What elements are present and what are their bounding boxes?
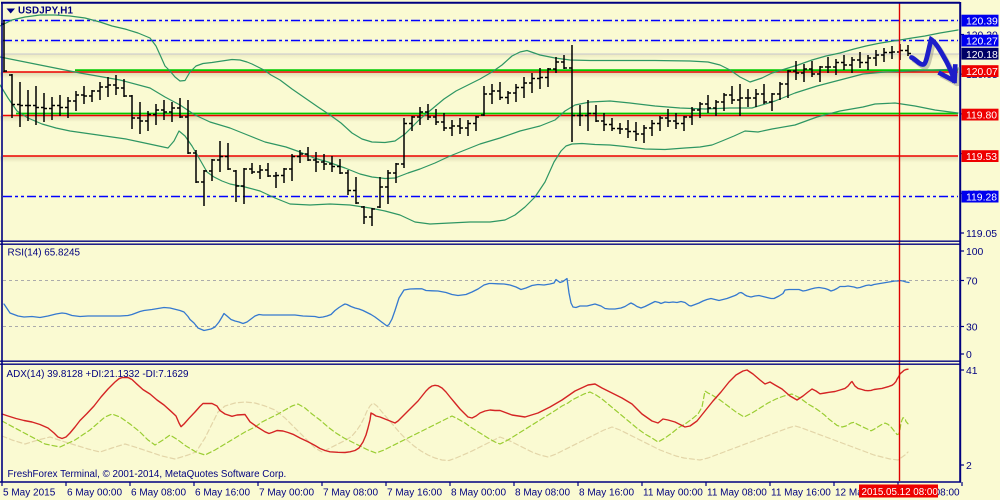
svg-text:70: 70 <box>966 277 978 288</box>
svg-text:6 May 00:00: 6 May 00:00 <box>67 487 122 498</box>
svg-text:2015.05.12 08:00: 2015.05.12 08:00 <box>862 487 939 498</box>
svg-text:5 May 2015: 5 May 2015 <box>3 487 56 498</box>
svg-text:119.80: 119.80 <box>966 111 997 122</box>
svg-text:11 May 00:00: 11 May 00:00 <box>643 487 703 498</box>
svg-text:8 May 16:00: 8 May 16:00 <box>579 487 634 498</box>
svg-text:120.07: 120.07 <box>966 67 998 78</box>
svg-text:7 May 08:00: 7 May 08:00 <box>323 487 378 498</box>
svg-text:8 May 00:00: 8 May 00:00 <box>451 487 506 498</box>
svg-text:11 May 08:00: 11 May 08:00 <box>707 487 767 498</box>
svg-text:120.18: 120.18 <box>966 50 998 61</box>
svg-text:41: 41 <box>966 366 978 377</box>
svg-text:120.27: 120.27 <box>966 37 998 48</box>
svg-text:0: 0 <box>966 350 972 361</box>
svg-text:7 May 16:00: 7 May 16:00 <box>387 487 442 498</box>
svg-text:100: 100 <box>966 247 984 258</box>
svg-text:6 May 16:00: 6 May 16:00 <box>195 487 250 498</box>
svg-text:119.28: 119.28 <box>966 193 997 204</box>
svg-text:USDJPY,H1: USDJPY,H1 <box>18 6 74 17</box>
svg-text:ADX(14) 39.8128 +DI:21.1332 -D: ADX(14) 39.8128 +DI:21.1332 -DI:7.1629 <box>7 369 189 380</box>
svg-text:30: 30 <box>966 323 978 334</box>
svg-text:119.53: 119.53 <box>966 152 997 163</box>
svg-text:120.39: 120.39 <box>966 17 998 28</box>
svg-text:119.05: 119.05 <box>966 229 997 240</box>
svg-text:11 May 16:00: 11 May 16:00 <box>771 487 831 498</box>
svg-text:FreshForex Terminal, © 2001-20: FreshForex Terminal, © 2001-2014, MetaQu… <box>8 469 287 480</box>
svg-text:2: 2 <box>966 461 972 472</box>
svg-text:7 May 00:00: 7 May 00:00 <box>259 487 314 498</box>
svg-text:8 May 08:00: 8 May 08:00 <box>515 487 570 498</box>
svg-text:RSI(14) 65.8245: RSI(14) 65.8245 <box>8 247 81 258</box>
svg-text:6 May 08:00: 6 May 08:00 <box>131 487 186 498</box>
